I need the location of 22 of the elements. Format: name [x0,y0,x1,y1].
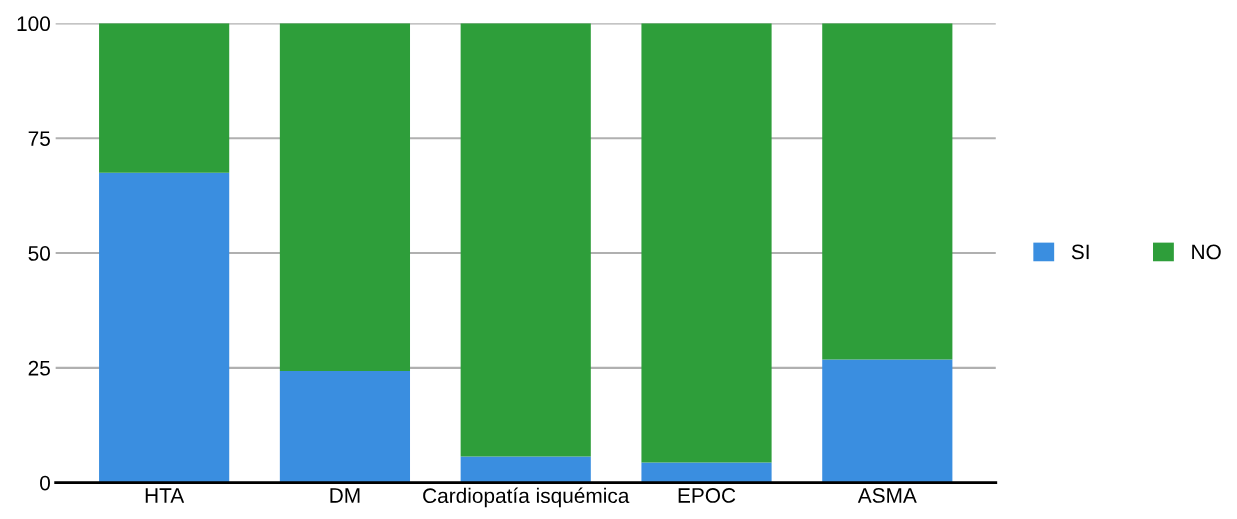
bar [822,23,953,360]
bar [822,359,953,483]
x-tick-label: DM [330,488,360,503]
x-tick-label: HTA [145,488,185,503]
bar [641,462,772,483]
y-tick-label: 0 [40,475,50,491]
legend-label: NO [1192,244,1221,260]
bar [99,23,230,173]
y-tick-label: 50 [28,246,50,261]
x-tick-label: ASMA [857,488,917,503]
bar [641,23,772,463]
bar [99,172,230,483]
legend-label: SI [1071,244,1089,260]
y-tick-label: 100 [17,16,50,32]
bar [279,23,411,372]
y-tick-label: 25 [28,360,50,376]
x-tick-label: Cardiopatía isquémica [423,487,630,508]
bar [460,23,591,457]
y-tick-label: 75 [28,131,50,146]
x-tick-label: EPOC [678,488,736,503]
bar [279,371,411,483]
bar [460,456,591,483]
